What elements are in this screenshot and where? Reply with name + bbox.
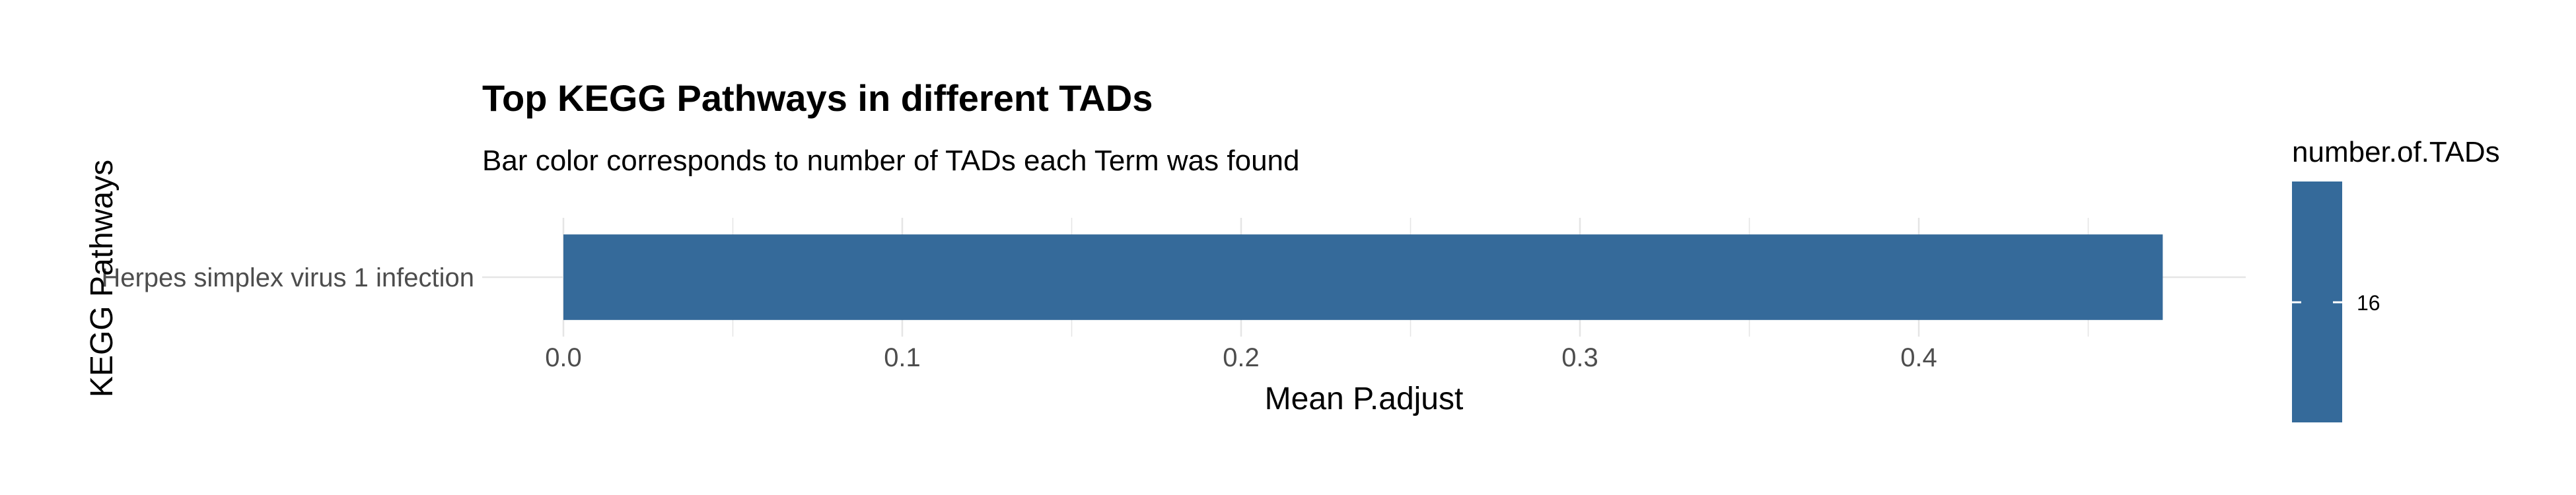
- legend-title: number.of.TADs: [2292, 136, 2500, 168]
- x-axis-title: Mean P.adjust: [1265, 381, 1464, 416]
- x-tick-label: 0.2: [1223, 343, 1260, 372]
- x-axis-ticks: 0.0 0.1 0.2 0.3 0.4: [545, 343, 1937, 372]
- color-legend: number.of.TADs 16: [2292, 136, 2500, 422]
- chart-subtitle: Bar color corresponds to number of TADs …: [482, 145, 1299, 177]
- y-axis-title: KEGG Pathways: [85, 160, 120, 397]
- y-axis-ticks: Herpes simplex virus 1 infection: [101, 263, 474, 292]
- x-tick-label: 0.1: [884, 343, 921, 372]
- bars: [563, 234, 2163, 320]
- x-tick-label: 0.0: [545, 343, 582, 372]
- x-tick-label: 0.3: [1561, 343, 1598, 372]
- chart-title: Top KEGG Pathways in different TADs: [482, 77, 1153, 119]
- legend-label: 16: [2357, 291, 2380, 315]
- y-tick-label: Herpes simplex virus 1 infection: [101, 263, 474, 292]
- bar: [563, 234, 2163, 320]
- x-tick-label: 0.4: [1900, 343, 1937, 372]
